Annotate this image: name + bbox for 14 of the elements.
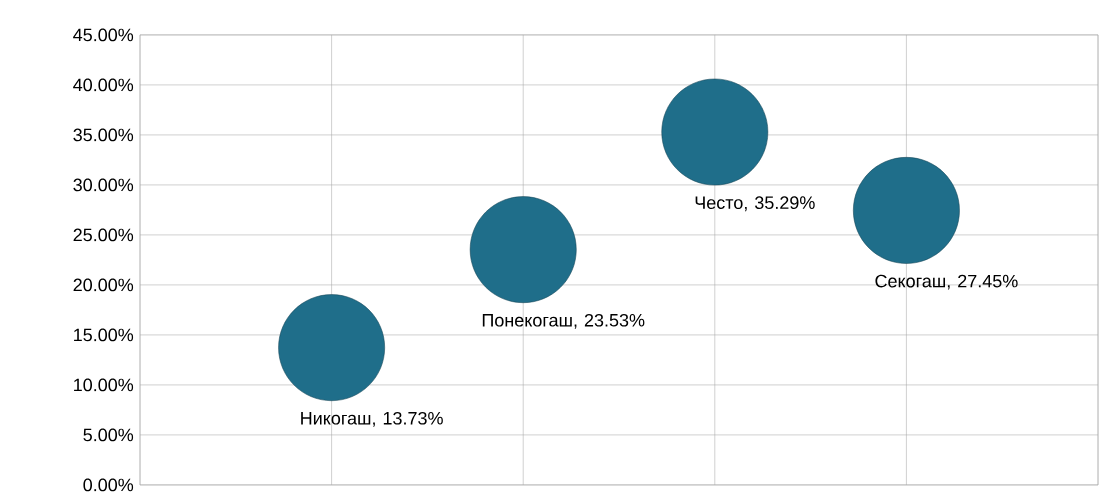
y-tick-label: 0.00% [83, 478, 134, 492]
data-label: Секогаш, 27.45% [875, 274, 1018, 290]
data-label: Понекогаш, 23.53% [482, 313, 645, 329]
y-tick-label: 10.00% [74, 378, 134, 392]
y-tick-label: 25.00% [73, 228, 134, 242]
y-tick-label: 15.00% [74, 328, 134, 342]
y-tick-label: 40.00% [73, 78, 134, 92]
y-tick-label: 35.00% [73, 128, 134, 142]
y-tick-label: 20.00% [73, 278, 134, 292]
y-tick-label: 30.00% [73, 178, 134, 192]
data-label: Никогаш, 13.73% [301, 411, 443, 427]
data-label: Често, 35.29% [695, 196, 815, 212]
y-tick-label: 5.00% [83, 428, 134, 442]
y-tick-label: 45.00% [73, 28, 134, 42]
